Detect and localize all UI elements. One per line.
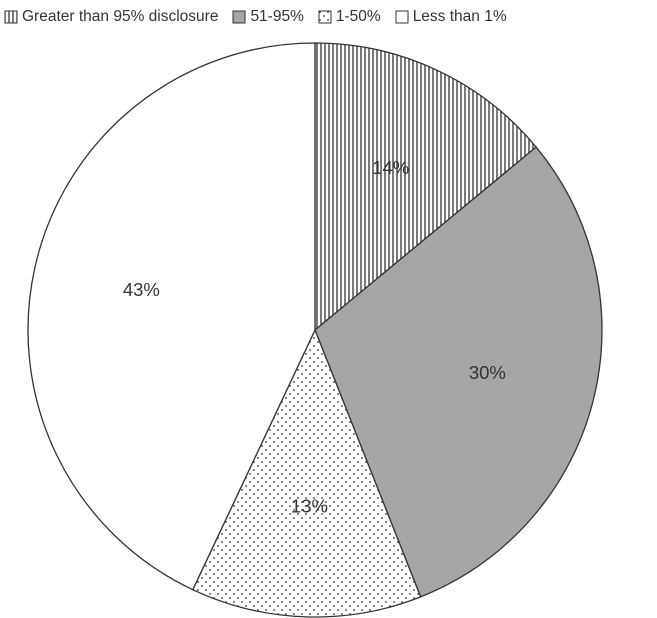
slice-label: 43% [123,279,160,300]
legend-swatch [4,10,18,24]
legend-item: Greater than 95% disclosure [4,8,218,26]
legend-label: Greater than 95% disclosure [22,8,219,25]
pie-slice-greater-than-95-disclosure [314,42,538,332]
legend-swatch [232,10,246,24]
legend-item: Less than 1% [395,8,507,26]
legend-label: 1-50% [335,8,381,25]
legend-item: 1-50% [318,8,381,26]
legend-label: 51-95% [250,8,304,25]
pie-slice-51-95 [314,146,603,598]
legend: Greater than 95% disclosure 51-95% 1-50% Le… [4,6,521,28]
legend-swatch [318,10,332,24]
legend-label: Less than 1% [412,8,507,25]
pie-slice-less-than-1 [27,42,316,591]
slice-label: 30% [469,362,506,383]
legend-item: 51-95% [232,8,304,26]
slice-label: 14% [372,157,409,178]
legend-swatch [395,10,409,24]
pie-slice-1-50 [191,328,422,618]
slice-label: 13% [291,496,328,517]
